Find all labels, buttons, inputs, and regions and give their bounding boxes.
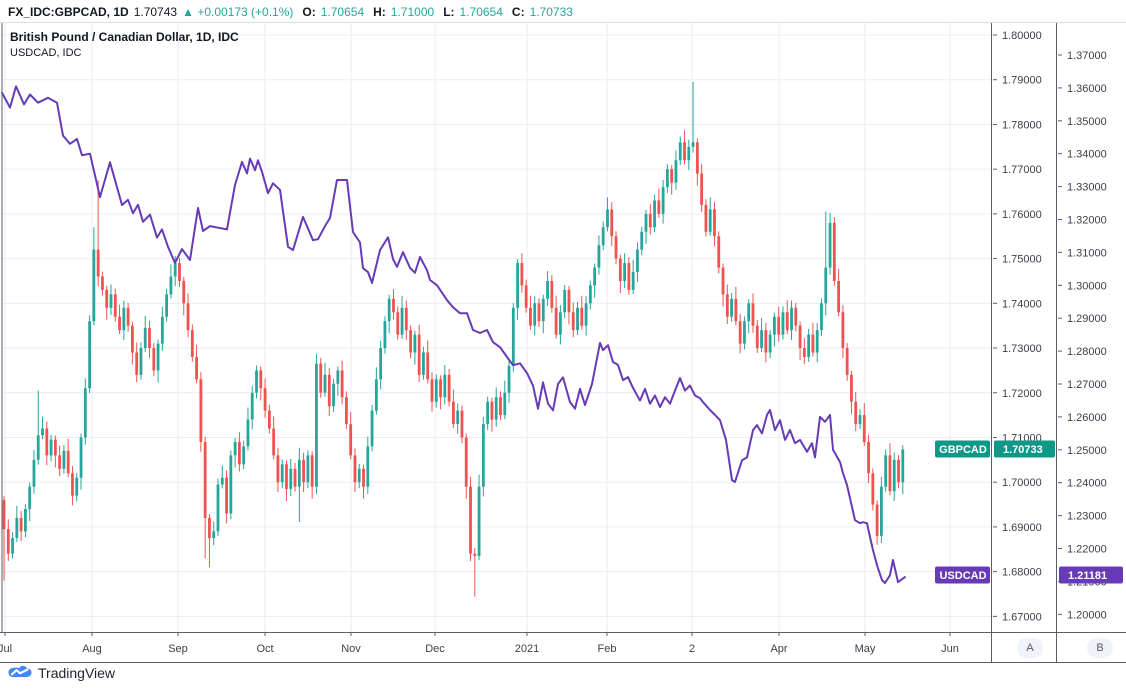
close-label: C: (511, 5, 525, 19)
price-change: ▲ +0.00173 (+0.1%) (182, 5, 294, 19)
main-series-title[interactable]: British Pound / Canadian Dollar, 1D, IDC (10, 30, 239, 44)
svg-text:1.20000: 1.20000 (1067, 609, 1107, 621)
svg-text:1.73000: 1.73000 (1002, 343, 1042, 355)
price-scale-a[interactable]: 1.80000 1.79000 1.78000 1.77000 1.76000 1.750… (993, 30, 1042, 623)
svg-text:1.35000: 1.35000 (1067, 116, 1107, 128)
svg-text:1.24000: 1.24000 (1067, 478, 1107, 490)
usdcad-line[interactable] (1, 85, 906, 584)
svg-text:1.32000: 1.32000 (1067, 215, 1107, 227)
svg-text:Dec: Dec (425, 643, 445, 655)
tradingview-brand-text[interactable]: TradingView (38, 665, 116, 681)
svg-text:1.70733: 1.70733 (1003, 444, 1043, 456)
svg-text:1.23000: 1.23000 (1067, 511, 1107, 523)
svg-text:Feb: Feb (598, 643, 617, 655)
svg-text:2: 2 (689, 643, 695, 655)
svg-text:1.78000: 1.78000 (1002, 119, 1042, 131)
svg-text:1.21181: 1.21181 (1068, 570, 1107, 582)
grid (2, 23, 991, 632)
pane-borders (0, 22, 1126, 663)
low-value: 1.70654 (459, 5, 503, 19)
svg-text:USDCAD: USDCAD (939, 570, 986, 582)
svg-text:GBPCAD: GBPCAD (939, 444, 987, 456)
svg-text:1.72000: 1.72000 (1002, 388, 1042, 400)
svg-text:1.69000: 1.69000 (1002, 522, 1042, 534)
tradingview-attribution[interactable]: TradingView (8, 665, 115, 681)
svg-text:1.75000: 1.75000 (1002, 254, 1042, 266)
high-label: H: (373, 5, 386, 19)
svg-text:1.34000: 1.34000 (1067, 149, 1107, 161)
time-axis[interactable]: Jul Aug Sep Oct Nov Dec 2021 Feb 2 Apr May Jun (0, 632, 959, 655)
svg-text:1.74000: 1.74000 (1002, 298, 1042, 310)
svg-text:1.33000: 1.33000 (1067, 182, 1107, 194)
close-value: 1.70733 (529, 5, 573, 19)
svg-text:1.28000: 1.28000 (1067, 346, 1107, 358)
open-label: O: (302, 5, 316, 19)
svg-text:1.67000: 1.67000 (1002, 611, 1042, 623)
svg-text:1.29000: 1.29000 (1067, 313, 1107, 325)
svg-text:1.25000: 1.25000 (1067, 445, 1107, 457)
svg-text:Aug: Aug (82, 643, 102, 655)
high-value: 1.71000 (390, 5, 435, 19)
svg-text:Apr: Apr (770, 643, 787, 655)
svg-text:1.79000: 1.79000 (1002, 75, 1042, 87)
svg-text:Nov: Nov (341, 643, 361, 655)
svg-text:1.30000: 1.30000 (1067, 280, 1107, 292)
svg-text:1.70000: 1.70000 (1002, 477, 1042, 489)
price-scale-b[interactable]: 1.37000 1.36000 1.35000 1.34000 1.33000 1.320… (1058, 50, 1107, 621)
svg-text:1.36000: 1.36000 (1067, 83, 1107, 95)
svg-text:1.68000: 1.68000 (1002, 567, 1042, 579)
svg-text:Sep: Sep (168, 643, 188, 655)
svg-text:May: May (855, 643, 876, 655)
svg-text:1.27000: 1.27000 (1067, 379, 1107, 391)
svg-text:Jul: Jul (0, 643, 12, 655)
open-value: 1.70654 (320, 5, 365, 19)
svg-text:1.80000: 1.80000 (1002, 30, 1042, 42)
svg-text:1.37000: 1.37000 (1067, 50, 1107, 62)
svg-text:1.76000: 1.76000 (1002, 209, 1042, 221)
svg-text:Jun: Jun (941, 643, 959, 655)
gbpcad-candles[interactable] (2, 81, 905, 597)
svg-text:Oct: Oct (256, 643, 273, 655)
svg-text:1.31000: 1.31000 (1067, 247, 1107, 259)
tradingview-logo-icon (8, 665, 32, 677)
svg-text:1.22000: 1.22000 (1067, 544, 1107, 556)
svg-text:2021: 2021 (515, 643, 539, 655)
price-scale-b-button[interactable]: B (1087, 638, 1113, 658)
gbpcad-price-tag: GBPCAD 1.70733 (935, 440, 1055, 458)
usdcad-price-tag: USDCAD 1.21181 (935, 566, 1123, 584)
last-price: 1.70743 (133, 5, 178, 19)
symbol-info-bar: FX_IDC:GBPCAD, 1D 1.70743 ▲ +0.00173 (+0… (8, 3, 573, 21)
low-label: L: (443, 5, 455, 19)
svg-text:1.77000: 1.77000 (1002, 164, 1042, 176)
overlay-series-title[interactable]: USDCAD, IDC (10, 47, 82, 59)
svg-text:1.26000: 1.26000 (1067, 412, 1107, 424)
price-scale-a-button[interactable]: A (1017, 638, 1043, 658)
symbol-name: FX_IDC:GBPCAD, 1D (8, 5, 129, 19)
chart-legend[interactable]: British Pound / Canadian Dollar, 1D, IDC… (10, 30, 239, 61)
